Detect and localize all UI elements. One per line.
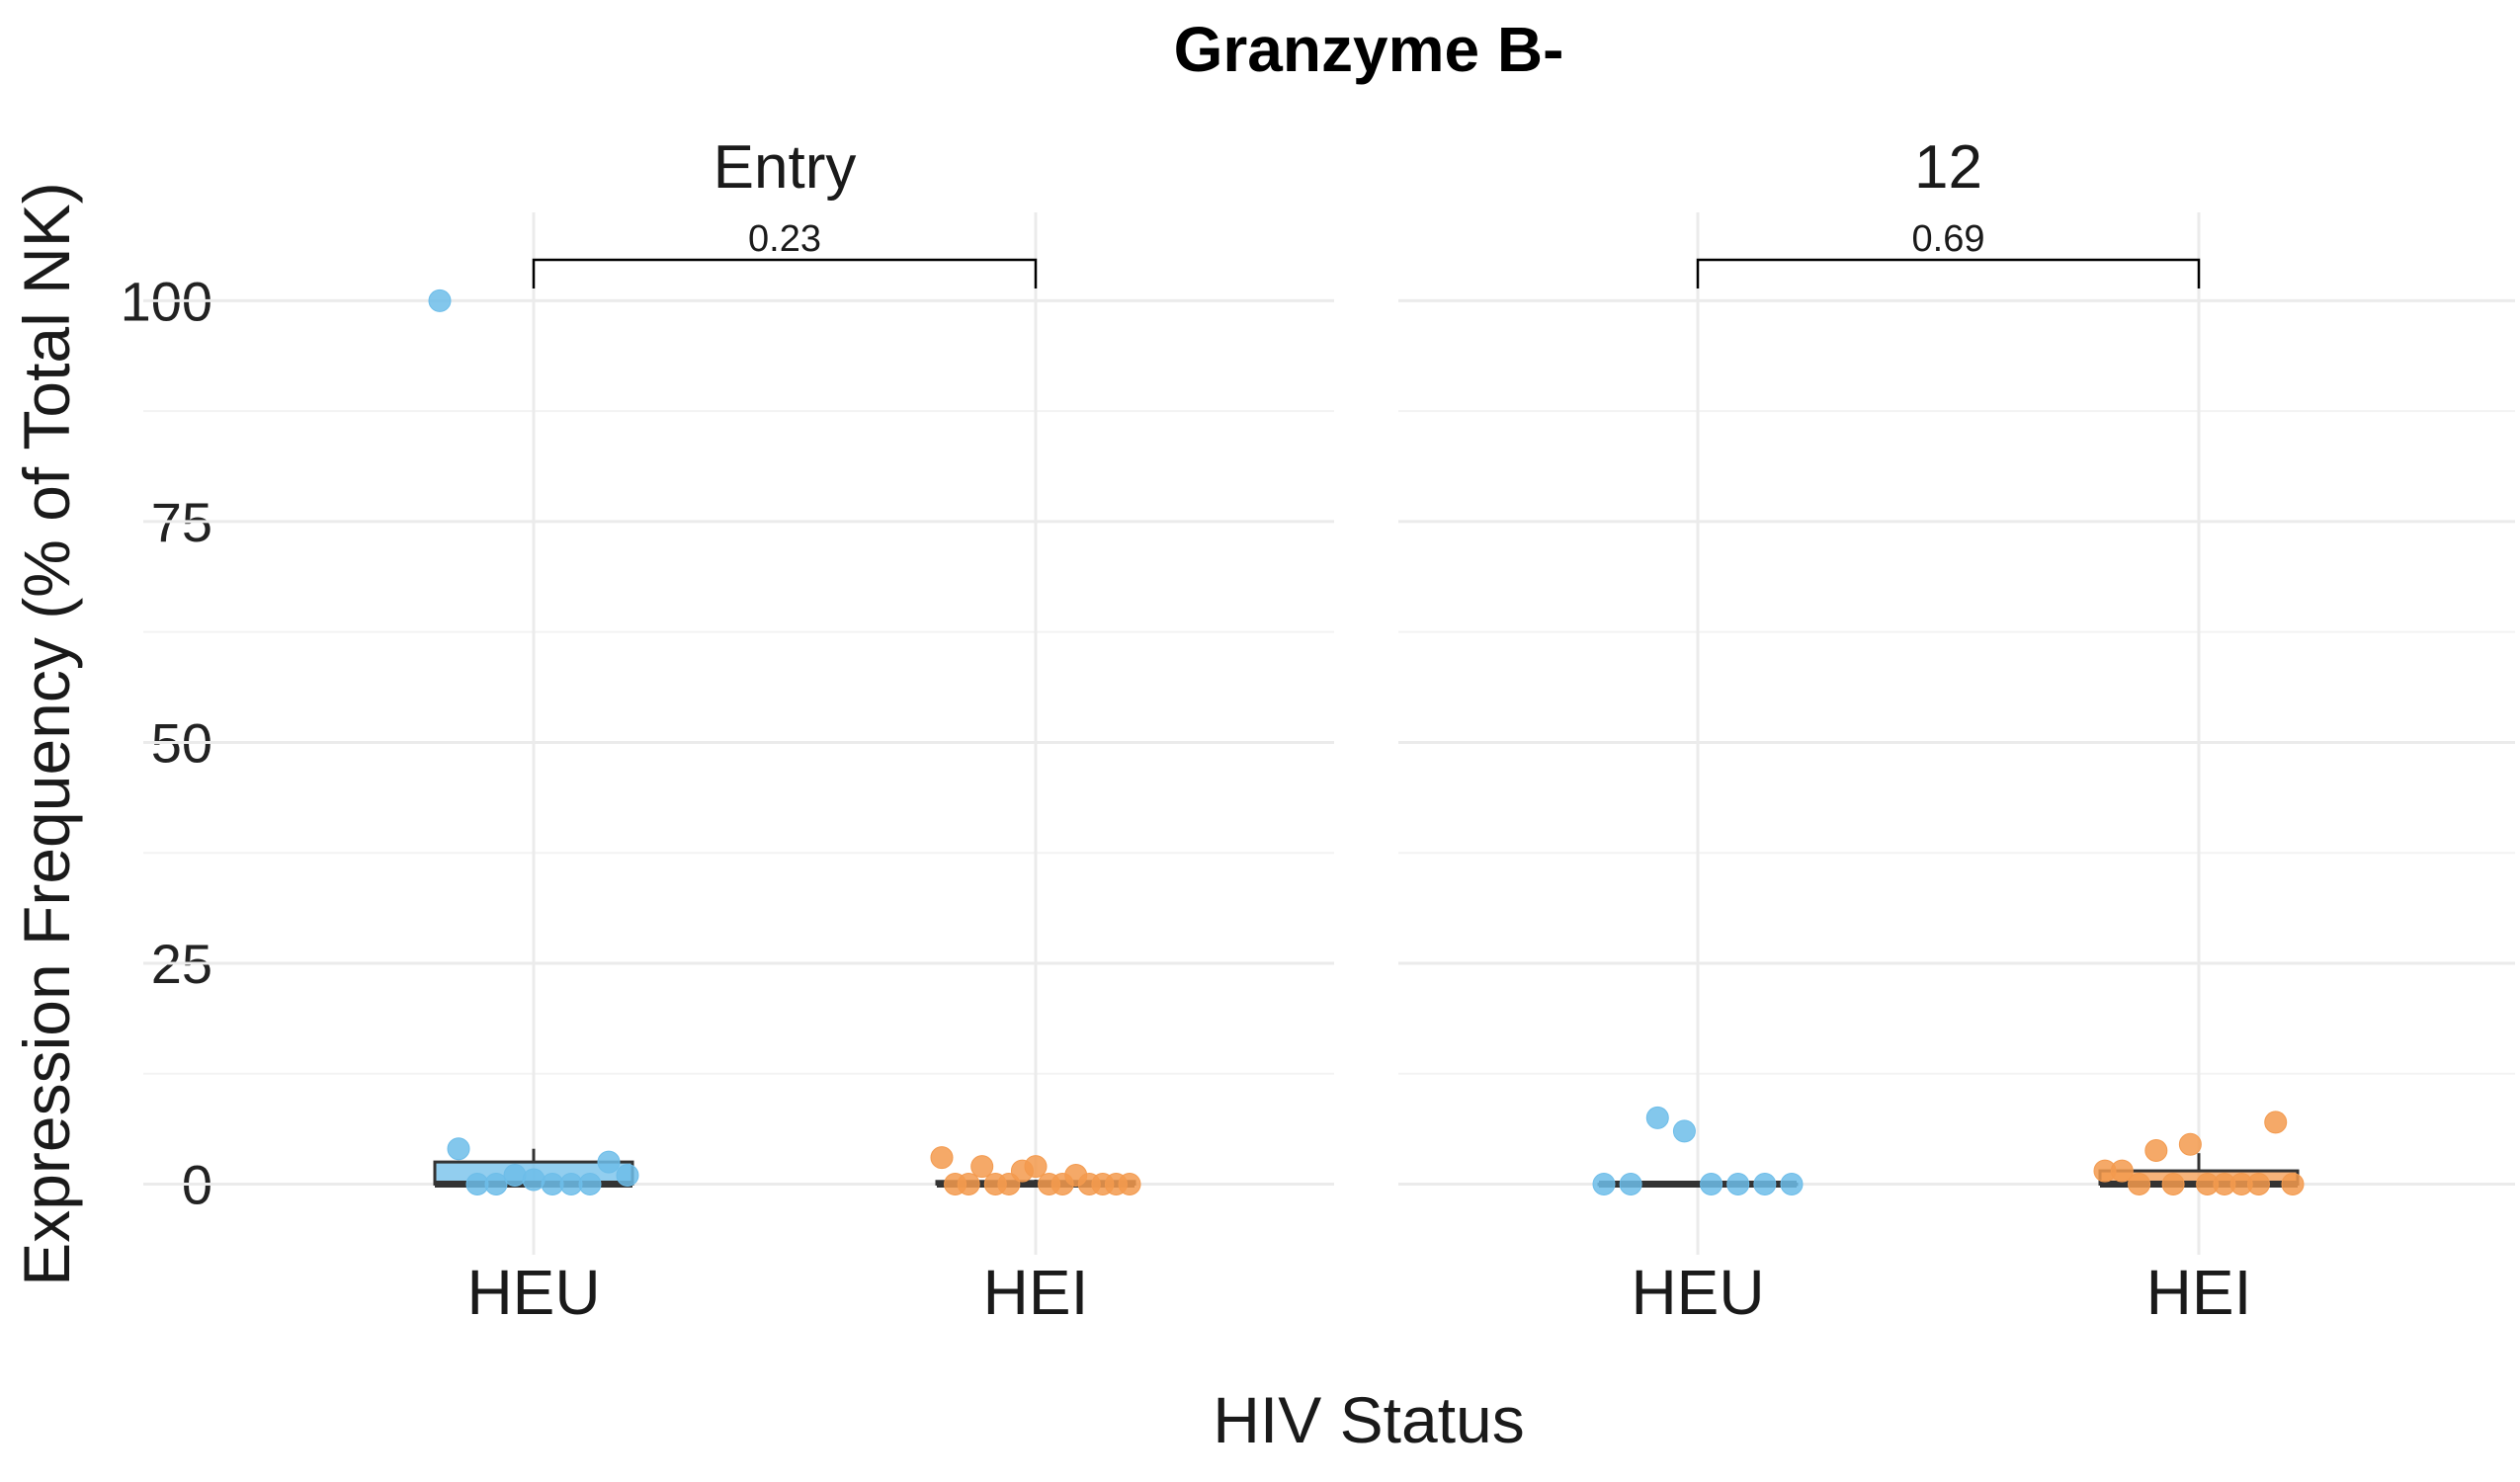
data-point <box>2161 1172 2185 1195</box>
data-point <box>1024 1155 1048 1179</box>
data-point <box>2128 1172 2151 1195</box>
facet-label: Entry <box>714 133 857 202</box>
data-point <box>503 1164 527 1188</box>
facet-panel-0: Entry 0.23 HEU HEI <box>143 133 1334 1328</box>
significance-bracket <box>532 258 1038 288</box>
significance-bracket <box>1696 258 2201 288</box>
facet-panel-1: 12 0.69 HEU HEI <box>1398 133 2515 1328</box>
data-point <box>970 1155 994 1179</box>
data-point <box>1753 1172 1777 1195</box>
x-tick-label: HEU <box>1631 1257 1764 1328</box>
data-point <box>2281 1172 2305 1195</box>
chart-title: Granzyme B- <box>1174 14 1564 85</box>
x-axis-label: HIV Status <box>1213 1383 1524 1456</box>
data-point <box>1592 1172 1616 1195</box>
p-value-label: 0.23 <box>748 218 821 260</box>
data-point <box>1118 1172 1141 1195</box>
box-group-heu <box>428 288 639 1195</box>
data-point <box>1700 1172 1723 1195</box>
box-group-hei <box>2093 1111 2305 1195</box>
data-point <box>578 1172 602 1195</box>
x-tick-label: HEU <box>466 1257 600 1328</box>
p-value-label: 0.69 <box>1912 218 1985 260</box>
data-point <box>1780 1172 1804 1195</box>
data-point <box>957 1172 980 1195</box>
data-point <box>2178 1132 2202 1156</box>
box-group-heu <box>1592 1106 1804 1195</box>
data-point <box>447 1137 470 1161</box>
data-point <box>428 288 452 312</box>
data-point <box>2246 1172 2270 1195</box>
box-group-hei <box>930 1146 1141 1195</box>
data-point <box>2144 1139 2168 1162</box>
data-point <box>597 1150 621 1174</box>
data-point <box>1645 1106 1669 1129</box>
facet-panels: Entry 0.23 HEU HEI 12 0.69 HEU HEI <box>143 133 2515 1328</box>
facet-label: 12 <box>1914 133 1982 202</box>
data-point <box>1726 1172 1750 1195</box>
data-point <box>930 1146 954 1170</box>
x-tick-label: HEI <box>2146 1257 2252 1328</box>
data-point <box>2264 1111 2288 1134</box>
x-tick-label: HEI <box>983 1257 1089 1328</box>
data-point <box>616 1164 639 1188</box>
data-point <box>2110 1159 2134 1183</box>
y-axis-label: Expression Frequency (% of Total NK) <box>10 182 83 1286</box>
data-point <box>1619 1172 1642 1195</box>
data-point <box>1672 1119 1696 1143</box>
data-point <box>522 1168 546 1192</box>
data-point <box>484 1172 508 1195</box>
